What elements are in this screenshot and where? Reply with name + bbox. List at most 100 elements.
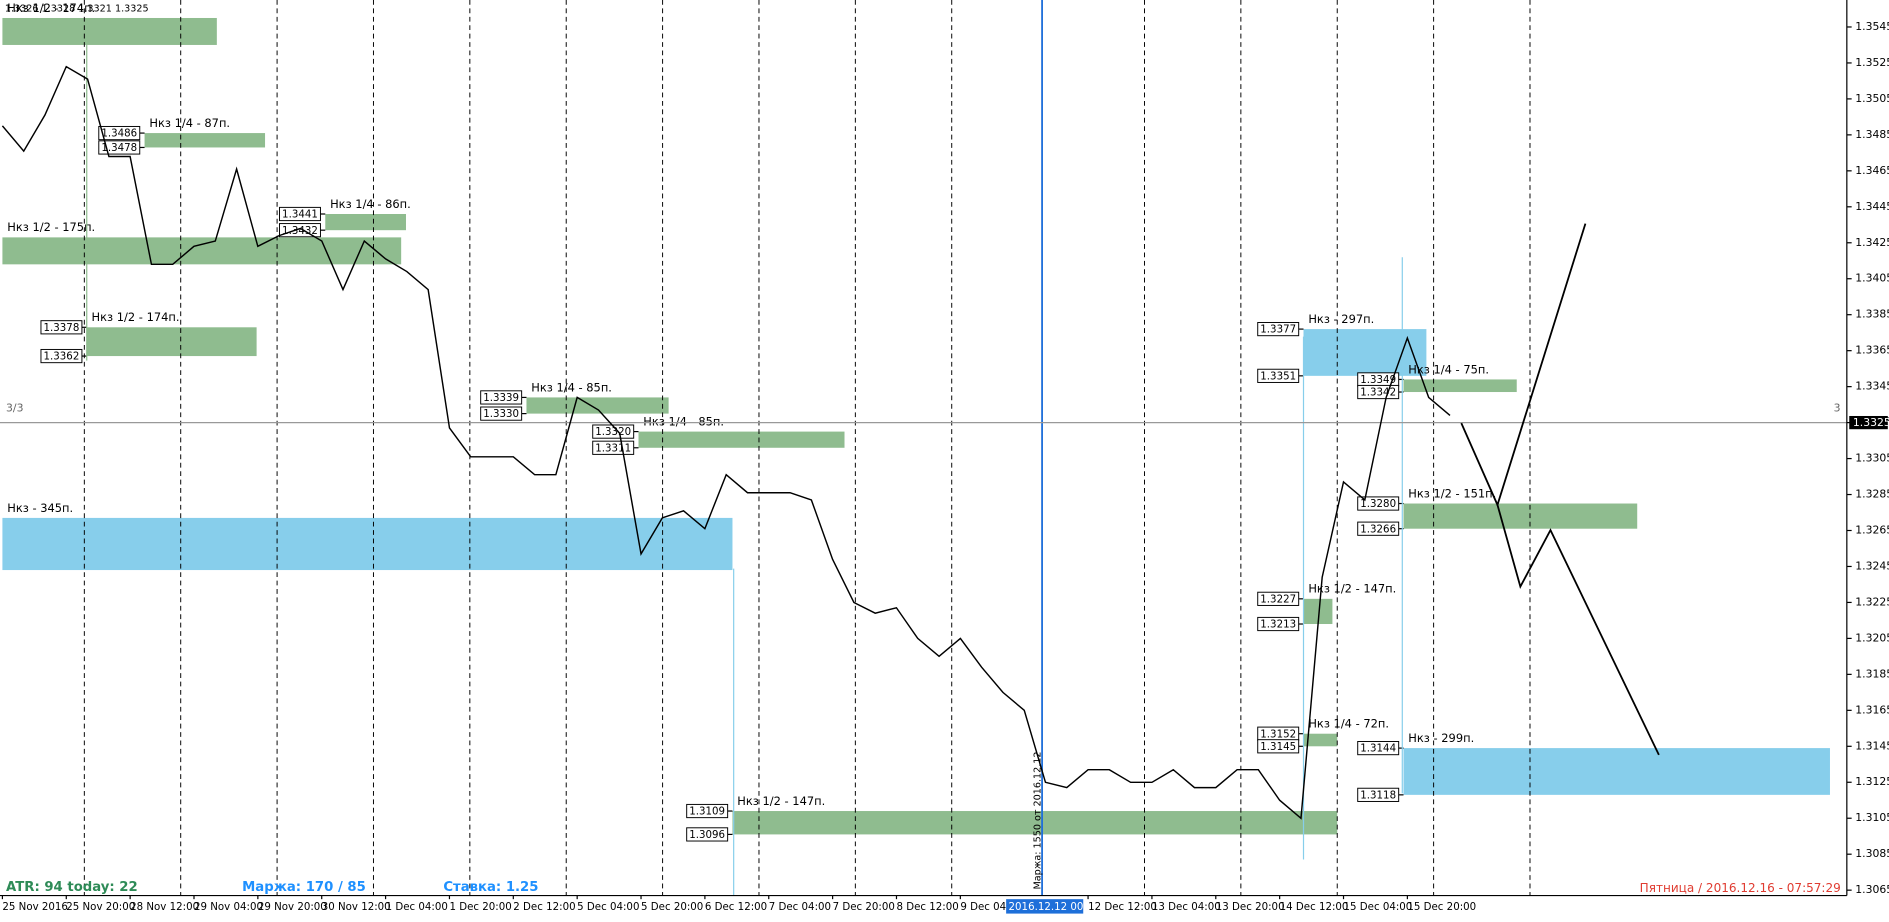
zone-label: Нкз 1/4 - 85п.: [643, 414, 724, 428]
level-tag-text: 1.3339: [483, 393, 519, 404]
y-tick-label: 1.3245: [1855, 559, 1889, 572]
x-tick-label: 5 Dec 20:00: [641, 902, 703, 913]
zones: Нкз 1/2 - 174п. Нкз 1/4 - 87п. 1.3486 1.347…: [2, 1, 1830, 842]
zone-label: Нкз - 297п.: [1308, 312, 1374, 326]
separators: [83, 0, 1531, 896]
level-tag: [98, 125, 141, 141]
zone: [325, 213, 406, 231]
x-tick-label: 15 Dec 04:00: [1344, 902, 1413, 913]
level-tag: [40, 320, 83, 335]
zone-label: Нкз 1/2 - 175п.: [7, 220, 95, 234]
x-tick-label: 30 Nov 12:00: [322, 902, 391, 913]
projection-line: [1496, 504, 1660, 756]
level-tag: [1357, 741, 1400, 756]
zone: [1303, 733, 1338, 747]
y-tick-label: 1.3125: [1855, 775, 1889, 788]
level-tag-text: 1.3432: [282, 226, 318, 237]
x-tick-label: 29 Nov 04:00: [194, 902, 263, 913]
zone: [1403, 748, 1830, 795]
zone-label: Нкз 1/2 - 174п.: [92, 310, 180, 324]
level-tag-text: 1.3377: [1260, 325, 1296, 336]
x-tick-label: 28 Nov 12:00: [130, 902, 199, 913]
y-tick-label: 1.3365: [1855, 344, 1889, 357]
zone-label: Нкз - 345п.: [7, 501, 73, 515]
x-tick-label: 29 Nov 20:00: [258, 902, 327, 913]
zone: [1403, 503, 1638, 529]
level-tag: [98, 140, 141, 155]
x-tick-label: 7 Dec 20:00: [833, 902, 895, 913]
y-tick-label: 1.3465: [1855, 164, 1889, 177]
zone: [86, 327, 257, 357]
x-tick-label: 12 Dec 12:00: [1088, 902, 1157, 913]
x-tick-label: 13 Dec 20:00: [1216, 902, 1285, 913]
zone-label: Нкз 1/4 - 72п.: [1308, 717, 1389, 731]
y-tick-label: 1.3265: [1855, 524, 1889, 537]
level-tag: [686, 827, 729, 842]
y-tick-label: 1.3285: [1855, 488, 1889, 501]
zone-label: Нкз 1/2 - 147п.: [737, 794, 825, 808]
x-tick-label: 6 Dec 12:00: [705, 902, 767, 913]
y-tick-label: 1.3165: [1855, 703, 1889, 716]
level-tag-text: 1.3486: [101, 129, 137, 140]
level-tag-text: 1.3330: [483, 409, 519, 420]
level-tag-text: 1.3144: [1360, 744, 1396, 755]
cursor-label-box: [1006, 899, 1084, 914]
y-tick-label: 1.3145: [1855, 739, 1889, 752]
level-tag: [1357, 496, 1400, 511]
x-tick-label: 2016.12.12 00:00: [1009, 902, 1100, 913]
level-tag: [1257, 368, 1300, 383]
y-tick-label: 1.3225: [1855, 595, 1889, 608]
atr-text: ATR: 94 today: 22: [6, 880, 138, 895]
y-tick-label: 1.3525: [1855, 56, 1889, 69]
zone: [1403, 379, 1517, 393]
y-tick-label: 1.3545: [1855, 20, 1889, 33]
x-tick-label: 2 Dec 12:00: [513, 902, 575, 913]
level-tag-text: 1.3342: [1360, 388, 1396, 399]
zone-label: Нкз 1/2 - 174п.: [7, 1, 95, 15]
x-tick-label: 25 Nov 20:00: [66, 902, 135, 913]
x-tick-label: 7 Dec 04:00: [769, 902, 831, 913]
level-tag: [1257, 739, 1300, 754]
zone: [526, 397, 669, 414]
level-tag: [1357, 384, 1400, 400]
x-tick-label: 5 Dec 04:00: [577, 902, 639, 913]
y-tick-label: 1.3385: [1855, 308, 1889, 321]
level-tag: [1257, 591, 1300, 606]
level-tag: [1257, 616, 1300, 632]
y-tick-label: 1.3445: [1855, 200, 1889, 213]
level-tag-text: 1.3320: [595, 427, 631, 438]
level-tag: [480, 406, 523, 421]
last-price-box: [1849, 415, 1888, 430]
level-tag: [40, 348, 83, 364]
x-tick-label: 14 Dec 12:00: [1280, 902, 1349, 913]
y-tick-label: 1.3405: [1855, 272, 1889, 285]
level-tag: [279, 206, 321, 222]
zone: [2, 517, 733, 571]
x-tick-label: 9 Dec 04:00: [960, 902, 1022, 913]
level-tag-text: 1.3311: [595, 443, 631, 454]
level-tag: [1257, 321, 1300, 337]
y-tick-label: 1.3105: [1855, 811, 1889, 824]
level-tag-text: 1.3118: [1360, 790, 1396, 801]
zone: [732, 811, 1338, 835]
zone-label: Нкз 1/4 - 85п.: [531, 380, 612, 394]
level-tag-text: 1.3349: [1360, 375, 1396, 386]
level-tag: [686, 803, 729, 819]
level-tag-text: 1.3145: [1260, 742, 1296, 753]
zone-label: Нкз 1/4 - 86п.: [330, 197, 411, 211]
zone: [2, 17, 217, 45]
zone-label: Нкз 1/2 - 147п.: [1308, 582, 1396, 596]
zone-label: Нкз - 299п.: [1408, 731, 1474, 745]
zone: [638, 431, 845, 448]
y-tick-label: 1.3305: [1855, 452, 1889, 465]
x-tick-label: 13 Dec 04:00: [1152, 902, 1221, 913]
x-tick-label: 1 Dec 04:00: [386, 902, 448, 913]
zone-label: Нкз 1/4 - 75п.: [1408, 362, 1489, 376]
x-tick-label: 15 Dec 20:00: [1407, 902, 1476, 913]
level-tag-text: 1.3351: [1260, 371, 1296, 382]
zone-label: Нкз 1/4 - 87п.: [149, 116, 230, 130]
chart-title: 1.3326 1.3328 1.3321 1.3325: [5, 3, 149, 14]
margin-text: Маржа: 170 / 85: [242, 880, 366, 895]
y-tick-label: 1.3185: [1855, 667, 1889, 680]
